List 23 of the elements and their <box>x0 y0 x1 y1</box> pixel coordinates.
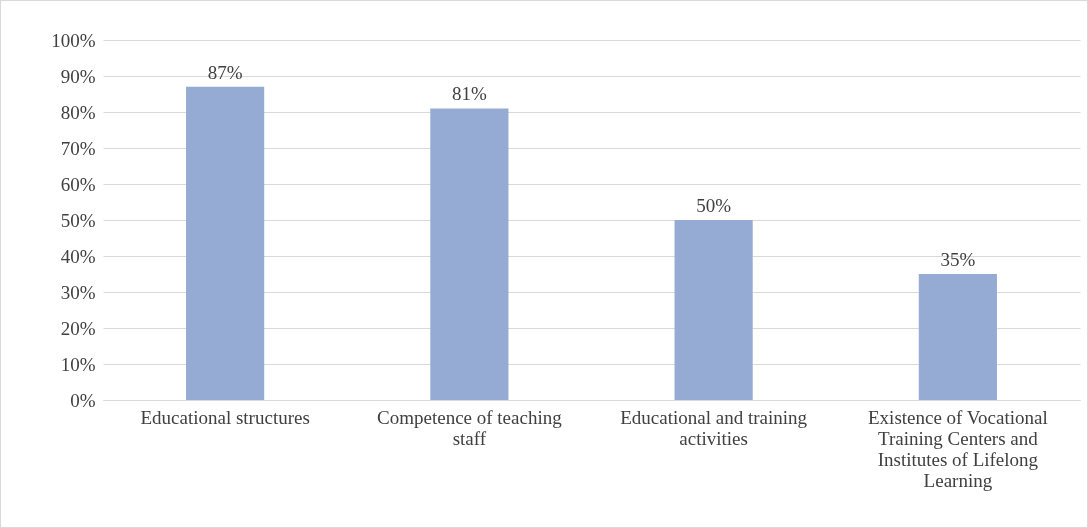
y-tick-label: 90% <box>60 65 96 87</box>
y-tick-label: 10% <box>60 353 96 375</box>
y-tick-label: 80% <box>60 101 96 123</box>
y-tick-label: 30% <box>60 281 96 303</box>
data-label: 81% <box>451 83 487 105</box>
x-tick-label: Educational and training activities <box>620 406 808 449</box>
x-tick-label: Competence of teaching staff <box>377 406 563 449</box>
data-label: 87% <box>207 61 243 83</box>
x-tick-label: Existence of Vocational Training Centers and Institutes of Lifelong Learning <box>868 406 1048 491</box>
y-tick-label: 50% <box>60 209 96 231</box>
y-tick-label: 40% <box>60 245 96 267</box>
y-tick-label: 60% <box>60 173 96 195</box>
x-tick-label: Educational structures <box>140 406 310 428</box>
bar <box>674 220 753 400</box>
bar <box>430 108 509 400</box>
bar <box>186 86 265 400</box>
y-tick-label: 20% <box>60 317 96 339</box>
y-tick-label: 100% <box>51 29 96 51</box>
data-label: 35% <box>940 249 976 270</box>
y-tick-label: 70% <box>60 137 96 159</box>
y-tick-label: 0% <box>70 389 96 411</box>
data-label: 50% <box>696 195 732 216</box>
bar <box>918 274 997 400</box>
